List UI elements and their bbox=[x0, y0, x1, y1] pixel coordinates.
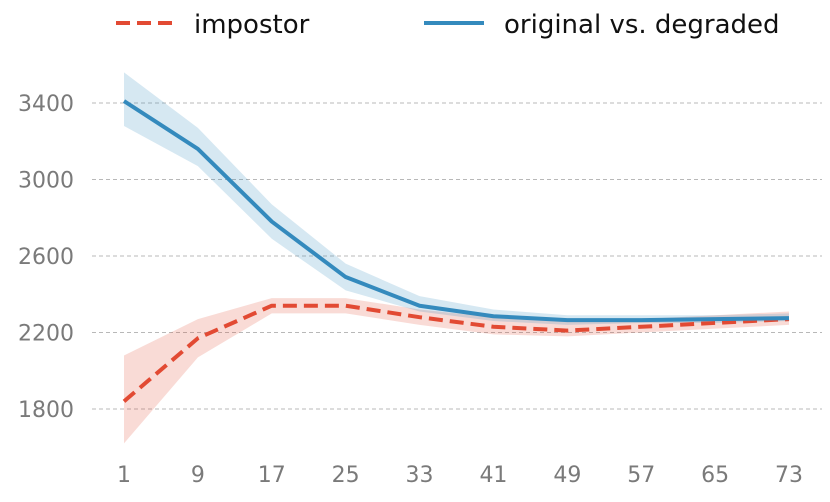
x-tick-label: 41 bbox=[479, 463, 507, 488]
data-point-original-vs-degraded bbox=[270, 220, 274, 224]
data-point-original-vs-degraded bbox=[491, 314, 495, 318]
y-tick-label: 3400 bbox=[18, 92, 74, 117]
x-tick-label: 73 bbox=[775, 463, 803, 488]
data-point-impostor bbox=[418, 315, 422, 319]
y-tick-label: 2200 bbox=[18, 322, 74, 347]
data-point-impostor bbox=[196, 336, 200, 340]
x-axis-ticks: 1 9 17 25 33 41 49 57 65 73 bbox=[117, 463, 803, 488]
band-impostor bbox=[124, 298, 789, 444]
data-point-original-vs-degraded bbox=[639, 318, 643, 322]
x-tick-label: 65 bbox=[701, 463, 729, 488]
y-tick-label: 2600 bbox=[18, 245, 74, 270]
legend: impostor original vs. degraded bbox=[116, 10, 780, 40]
band-original-vs-degraded bbox=[124, 72, 789, 325]
y-tick-label: 1800 bbox=[18, 398, 74, 423]
data-point-impostor bbox=[713, 321, 717, 325]
confidence-bands bbox=[124, 72, 789, 444]
series-line-impostor bbox=[122, 303, 790, 403]
data-point-original-vs-degraded bbox=[418, 304, 422, 308]
data-point-impostor bbox=[491, 325, 495, 329]
data-point-impostor bbox=[344, 304, 348, 308]
data-point-original-vs-degraded bbox=[196, 147, 200, 151]
y-tick-label: 3000 bbox=[18, 169, 74, 194]
legend-label-original-vs-degraded: original vs. degraded bbox=[504, 10, 780, 40]
data-point-original-vs-degraded bbox=[344, 275, 348, 279]
y-axis-ticks: 1800 2200 2600 3000 3400 bbox=[18, 92, 74, 423]
legend-label-impostor: impostor bbox=[194, 10, 310, 40]
x-tick-label: 25 bbox=[332, 463, 360, 488]
data-point-original-vs-degraded bbox=[713, 317, 717, 321]
data-point-impostor bbox=[639, 325, 643, 329]
series-line-original-vs-degraded bbox=[122, 99, 790, 323]
data-point-impostor bbox=[565, 329, 569, 333]
data-point-original-vs-degraded bbox=[565, 318, 569, 322]
x-tick-label: 17 bbox=[258, 463, 286, 488]
x-tick-label: 57 bbox=[627, 463, 655, 488]
x-tick-label: 9 bbox=[191, 463, 205, 488]
data-point-original-vs-degraded bbox=[122, 99, 126, 103]
x-tick-label: 49 bbox=[553, 463, 581, 488]
x-tick-label: 33 bbox=[406, 463, 434, 488]
data-point-impostor bbox=[270, 304, 274, 308]
data-point-impostor bbox=[122, 399, 126, 403]
data-point-original-vs-degraded bbox=[787, 316, 791, 320]
x-tick-label: 1 bbox=[117, 463, 131, 488]
series-lines bbox=[122, 99, 791, 403]
